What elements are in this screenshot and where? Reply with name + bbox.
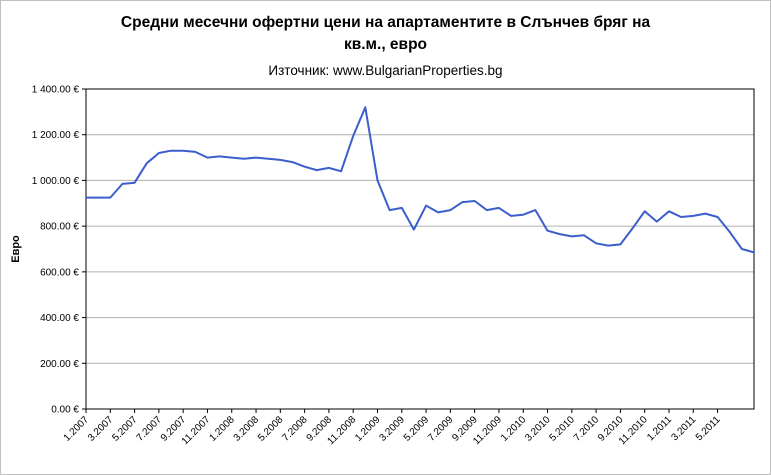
plot-border (85, 88, 755, 410)
x-tick-label: 5.2008 (256, 414, 286, 444)
x-tick-label: 1.2011 (645, 414, 674, 443)
x-tick-label: 3.2008 (232, 414, 262, 444)
y-tick-label: 1 400.00 € (32, 85, 80, 96)
x-tick-label: 7.2007 (135, 414, 165, 444)
y-tick-label: 400.00 € (40, 313, 79, 324)
y-tick-label: 200.00 € (40, 359, 79, 370)
chart-title: Средни месечни офертни цени на апартамен… (120, 14, 651, 54)
x-tick-label: 7.2009 (426, 414, 456, 444)
y-tick-label: 1 000.00 € (32, 176, 80, 187)
x-tick-label: 3.2007 (86, 414, 116, 444)
x-tick-label: 1.2009 (353, 414, 383, 444)
y-tick-label: 800.00 € (40, 222, 79, 233)
x-tick-label: 5.2009 (402, 414, 432, 444)
x-tick-label: 1.2010 (499, 414, 529, 444)
price-line (85, 106, 755, 254)
x-tick-label: 5.2011 (694, 414, 723, 443)
x-tick-label: 1.2007 (62, 414, 92, 444)
y-axis-title: Евро (10, 235, 22, 263)
x-tick-label: 5.2007 (110, 414, 140, 444)
y-tick-label: 0.00 € (51, 405, 79, 416)
x-tick-label: 3.2010 (523, 414, 553, 444)
x-tick-label: 7.2010 (572, 414, 602, 444)
chart-source: Източник: www.BulgarianProperties.bg (268, 63, 503, 78)
x-tick-label: 3.2009 (377, 414, 407, 444)
x-tick-label: 3.2011 (670, 414, 699, 443)
x-tick-label: 5.2010 (548, 414, 578, 444)
y-tick-label: 600.00 € (40, 267, 79, 278)
y-tick-label: 1 200.00 € (32, 130, 80, 141)
x-tick-label: 1.2008 (207, 414, 237, 444)
x-tick-label: 7.2008 (280, 414, 310, 444)
